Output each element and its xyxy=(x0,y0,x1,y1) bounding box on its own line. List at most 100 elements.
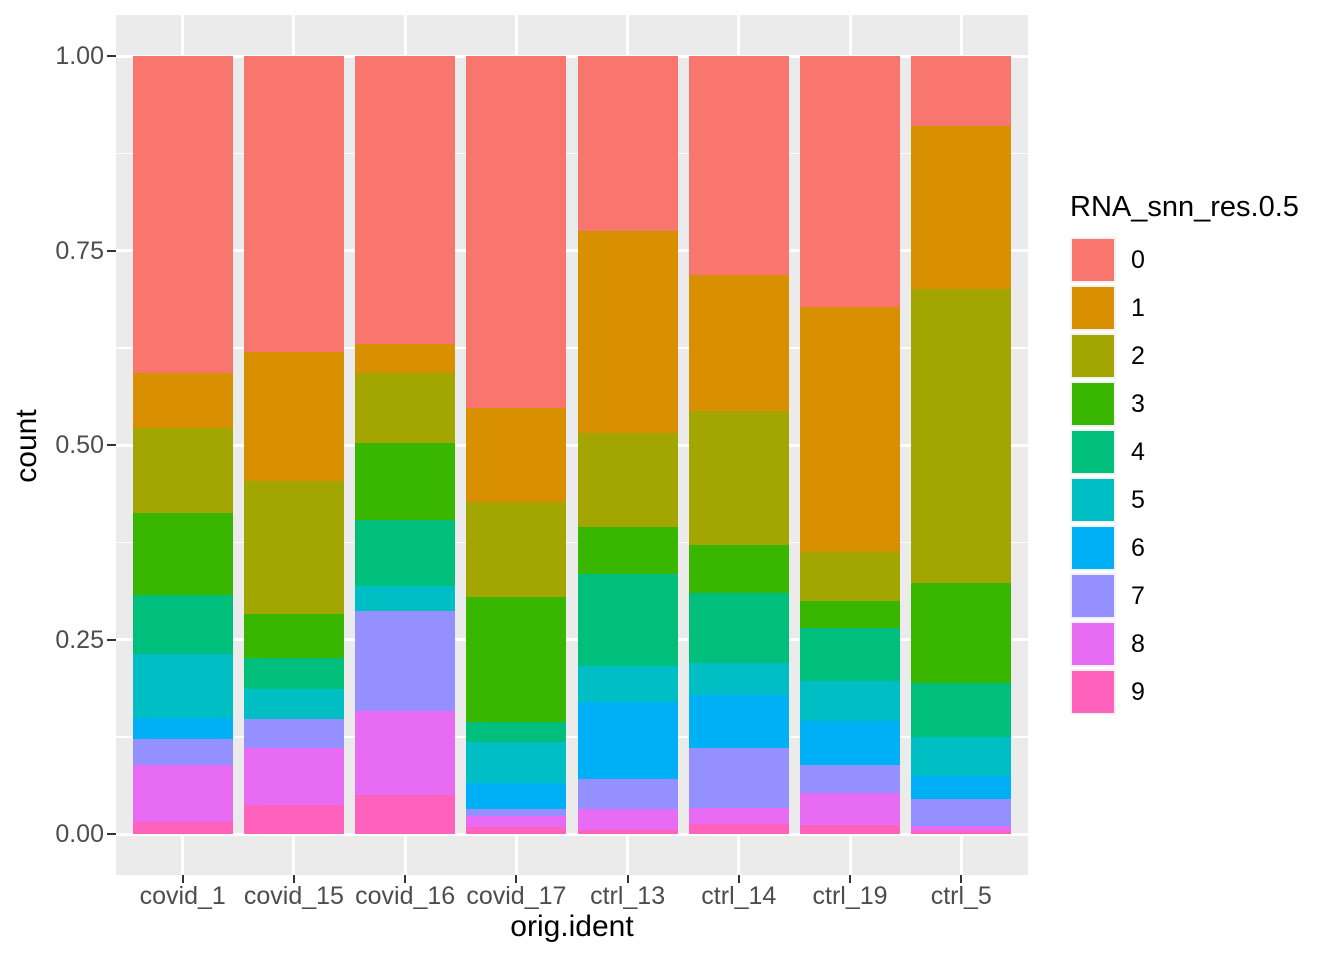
legend-swatch-7 xyxy=(1072,575,1114,617)
legend-entry-2: 2 xyxy=(1070,333,1299,379)
x-tick-label: covid_17 xyxy=(466,882,567,910)
bar-segment-cluster-6 xyxy=(577,701,678,779)
bar-segment-cluster-1 xyxy=(688,275,789,411)
bar-segment-cluster-6 xyxy=(688,694,789,748)
legend-entry-6: 6 xyxy=(1070,525,1299,571)
y-tick-mark xyxy=(107,444,116,446)
legend-swatch-4 xyxy=(1072,431,1114,473)
bar-segment-cluster-0 xyxy=(800,56,901,308)
x-tick-label: ctrl_13 xyxy=(590,882,666,910)
legend-key-5 xyxy=(1070,477,1116,523)
gridline-minor xyxy=(116,152,1028,154)
bar-segment-cluster-9 xyxy=(577,830,678,834)
bar-covid_1 xyxy=(132,56,233,834)
legend-swatch-2 xyxy=(1072,335,1114,377)
y-tick-label: 0.00 xyxy=(55,820,104,848)
bar-segment-cluster-6 xyxy=(911,775,1012,799)
x-tick-label: covid_1 xyxy=(139,882,226,910)
bar-segment-cluster-4 xyxy=(355,520,456,586)
bar-segment-cluster-1 xyxy=(466,408,567,502)
bar-segment-cluster-7 xyxy=(466,809,567,817)
legend-label: 8 xyxy=(1131,629,1145,658)
bar-segment-cluster-1 xyxy=(355,343,456,374)
bar-segment-cluster-9 xyxy=(355,795,456,834)
legend-swatch-6 xyxy=(1072,527,1114,569)
bar-segment-cluster-9 xyxy=(466,826,567,834)
x-tick-mark xyxy=(404,875,407,883)
gridline-major xyxy=(116,54,1028,58)
bar-segment-cluster-5 xyxy=(466,742,567,784)
x-tick-label: ctrl_5 xyxy=(930,882,992,910)
legend-label: 0 xyxy=(1131,245,1145,274)
bar-segment-cluster-4 xyxy=(132,595,233,655)
legend-label: 1 xyxy=(1131,293,1145,322)
bar-segment-cluster-2 xyxy=(800,551,901,602)
bar-segment-cluster-5 xyxy=(577,665,678,702)
bar-segment-cluster-0 xyxy=(577,56,678,232)
bar-segment-cluster-3 xyxy=(577,526,678,575)
legend-key-0 xyxy=(1070,237,1116,283)
bar-segment-cluster-8 xyxy=(800,792,901,825)
bar-segment-cluster-3 xyxy=(355,443,456,521)
bar-segment-cluster-5 xyxy=(243,688,344,719)
legend-swatch-9 xyxy=(1072,671,1114,713)
bar-segment-cluster-5 xyxy=(355,585,456,612)
legend-key-4 xyxy=(1070,429,1116,475)
x-tick-mark xyxy=(849,875,852,883)
legend-swatch-8 xyxy=(1072,623,1114,665)
bar-segment-cluster-4 xyxy=(243,658,344,689)
plot-panel xyxy=(116,15,1028,875)
bar-segment-cluster-2 xyxy=(355,373,456,444)
legend-entry-8: 8 xyxy=(1070,621,1299,667)
legend-key-6 xyxy=(1070,525,1116,571)
x-tick-mark xyxy=(515,875,518,883)
bar-segment-cluster-3 xyxy=(243,613,344,659)
bar-segment-cluster-7 xyxy=(355,611,456,712)
bar-segment-cluster-3 xyxy=(466,596,567,722)
bar-segment-cluster-0 xyxy=(132,56,233,373)
bar-covid_17 xyxy=(466,56,567,834)
bar-segment-cluster-0 xyxy=(243,56,344,352)
bar-segment-cluster-3 xyxy=(132,513,233,596)
bar-segment-cluster-8 xyxy=(355,711,456,796)
bar-segment-cluster-2 xyxy=(688,410,789,545)
legend-swatch-5 xyxy=(1072,479,1114,521)
y-tick-mark xyxy=(107,833,116,835)
legend-key-1 xyxy=(1070,285,1116,331)
legend-entry-7: 7 xyxy=(1070,573,1299,619)
bar-segment-cluster-3 xyxy=(800,601,901,628)
bar-ctrl_14 xyxy=(688,56,789,834)
gridline-major xyxy=(116,249,1028,252)
legend-entry-4: 4 xyxy=(1070,429,1299,475)
x-tick-mark xyxy=(292,875,295,883)
bar-segment-cluster-9 xyxy=(243,805,344,834)
gridline-major xyxy=(116,443,1028,447)
bar-segment-cluster-2 xyxy=(243,480,344,614)
bar-segment-cluster-6 xyxy=(466,783,567,810)
legend-label: 7 xyxy=(1131,581,1145,610)
legend: RNA_snn_res.0.5 0 1 2 3 4 5 6 7 8 9 xyxy=(1070,191,1299,717)
bar-ctrl_19 xyxy=(800,56,901,834)
legend-label: 3 xyxy=(1131,389,1145,418)
legend-swatch-3 xyxy=(1072,383,1114,425)
legend-title: RNA_snn_res.0.5 xyxy=(1070,191,1299,223)
gridline-minor xyxy=(116,347,1028,349)
legend-swatch-0 xyxy=(1072,239,1114,281)
bar-segment-cluster-3 xyxy=(911,582,1012,684)
bar-segment-cluster-4 xyxy=(577,574,678,666)
y-tick-label: 1.00 xyxy=(55,42,104,70)
y-tick-mark xyxy=(107,249,116,252)
bar-segment-cluster-4 xyxy=(466,721,567,743)
bar-segment-cluster-2 xyxy=(132,427,233,514)
bar-segment-cluster-5 xyxy=(688,662,789,695)
x-tick-label: ctrl_14 xyxy=(701,882,777,910)
gridline-minor xyxy=(116,736,1028,738)
bar-segment-cluster-1 xyxy=(800,307,901,552)
x-tick-mark xyxy=(626,875,629,883)
x-tick-label: covid_15 xyxy=(243,882,344,910)
bar-segment-cluster-9 xyxy=(911,830,1012,834)
bar-segment-cluster-9 xyxy=(132,822,233,834)
bar-segment-cluster-0 xyxy=(911,56,1012,127)
legend-entry-5: 5 xyxy=(1070,477,1299,523)
